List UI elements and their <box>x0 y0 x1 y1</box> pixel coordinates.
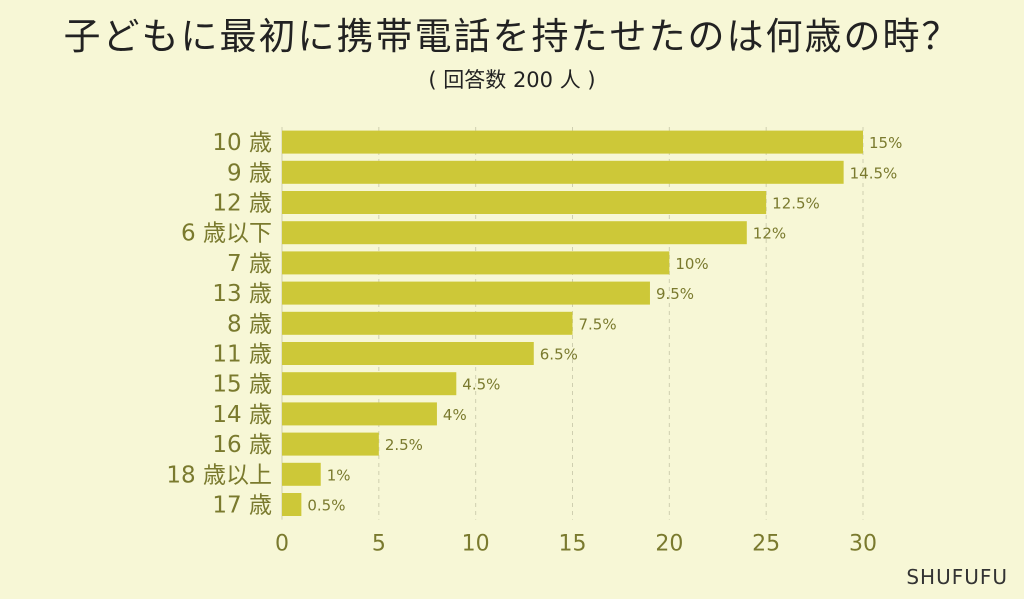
category-label: 7 歳 <box>227 251 272 277</box>
bar <box>282 402 437 426</box>
data-label: 10% <box>675 255 708 273</box>
bar <box>282 130 863 154</box>
bar <box>282 251 670 275</box>
data-label: 1% <box>327 466 351 484</box>
x-tick-label: 25 <box>752 532 780 557</box>
x-tick-label: 0 <box>275 532 289 557</box>
bar <box>282 221 747 245</box>
x-tick-label: 10 <box>462 532 490 557</box>
category-label: 18 歳以上 <box>166 462 272 488</box>
bar <box>282 191 767 214</box>
category-label: 13 歳 <box>212 281 272 307</box>
data-label: 4% <box>443 406 467 424</box>
data-label: 15% <box>869 134 902 152</box>
data-label: 9.5% <box>656 285 694 303</box>
bar <box>282 462 321 486</box>
chart-title: 子どもに最初に携帯電話を持たせたのは何歳の時？ <box>63 15 961 58</box>
data-label: 12% <box>753 225 786 243</box>
bar <box>282 493 302 516</box>
bar <box>282 281 650 305</box>
category-label: 6 歳以下 <box>181 221 272 247</box>
category-label: 15 歳 <box>212 372 272 398</box>
data-label: 0.5% <box>307 497 345 515</box>
category-label: 9 歳 <box>227 160 272 186</box>
category-label: 10 歳 <box>212 130 272 156</box>
bar <box>282 372 457 396</box>
data-label: 4.5% <box>462 376 500 394</box>
data-label: 12.5% <box>772 195 820 213</box>
brand-logo-text: SHUFUFU <box>906 565 1008 589</box>
bar <box>282 342 534 365</box>
bar <box>282 160 844 184</box>
category-label: 8 歳 <box>227 311 272 337</box>
bar <box>282 432 379 456</box>
x-tick-label: 5 <box>372 532 386 557</box>
x-tick-label: 30 <box>849 532 877 557</box>
category-label: 17 歳 <box>212 493 272 519</box>
x-tick-label: 20 <box>655 532 683 557</box>
x-tick-label: 15 <box>559 532 587 557</box>
category-label: 11 歳 <box>212 342 272 368</box>
category-label: 12 歳 <box>212 191 272 217</box>
category-label: 16 歳 <box>212 432 272 458</box>
data-label: 2.5% <box>385 436 423 454</box>
chart-subtitle: ( 回答数 200 人 ) <box>428 68 596 92</box>
data-label: 7.5% <box>579 315 617 333</box>
category-label: 14 歳 <box>212 402 272 428</box>
data-label: 14.5% <box>850 164 898 182</box>
data-label: 6.5% <box>540 346 578 364</box>
bar <box>282 311 573 335</box>
